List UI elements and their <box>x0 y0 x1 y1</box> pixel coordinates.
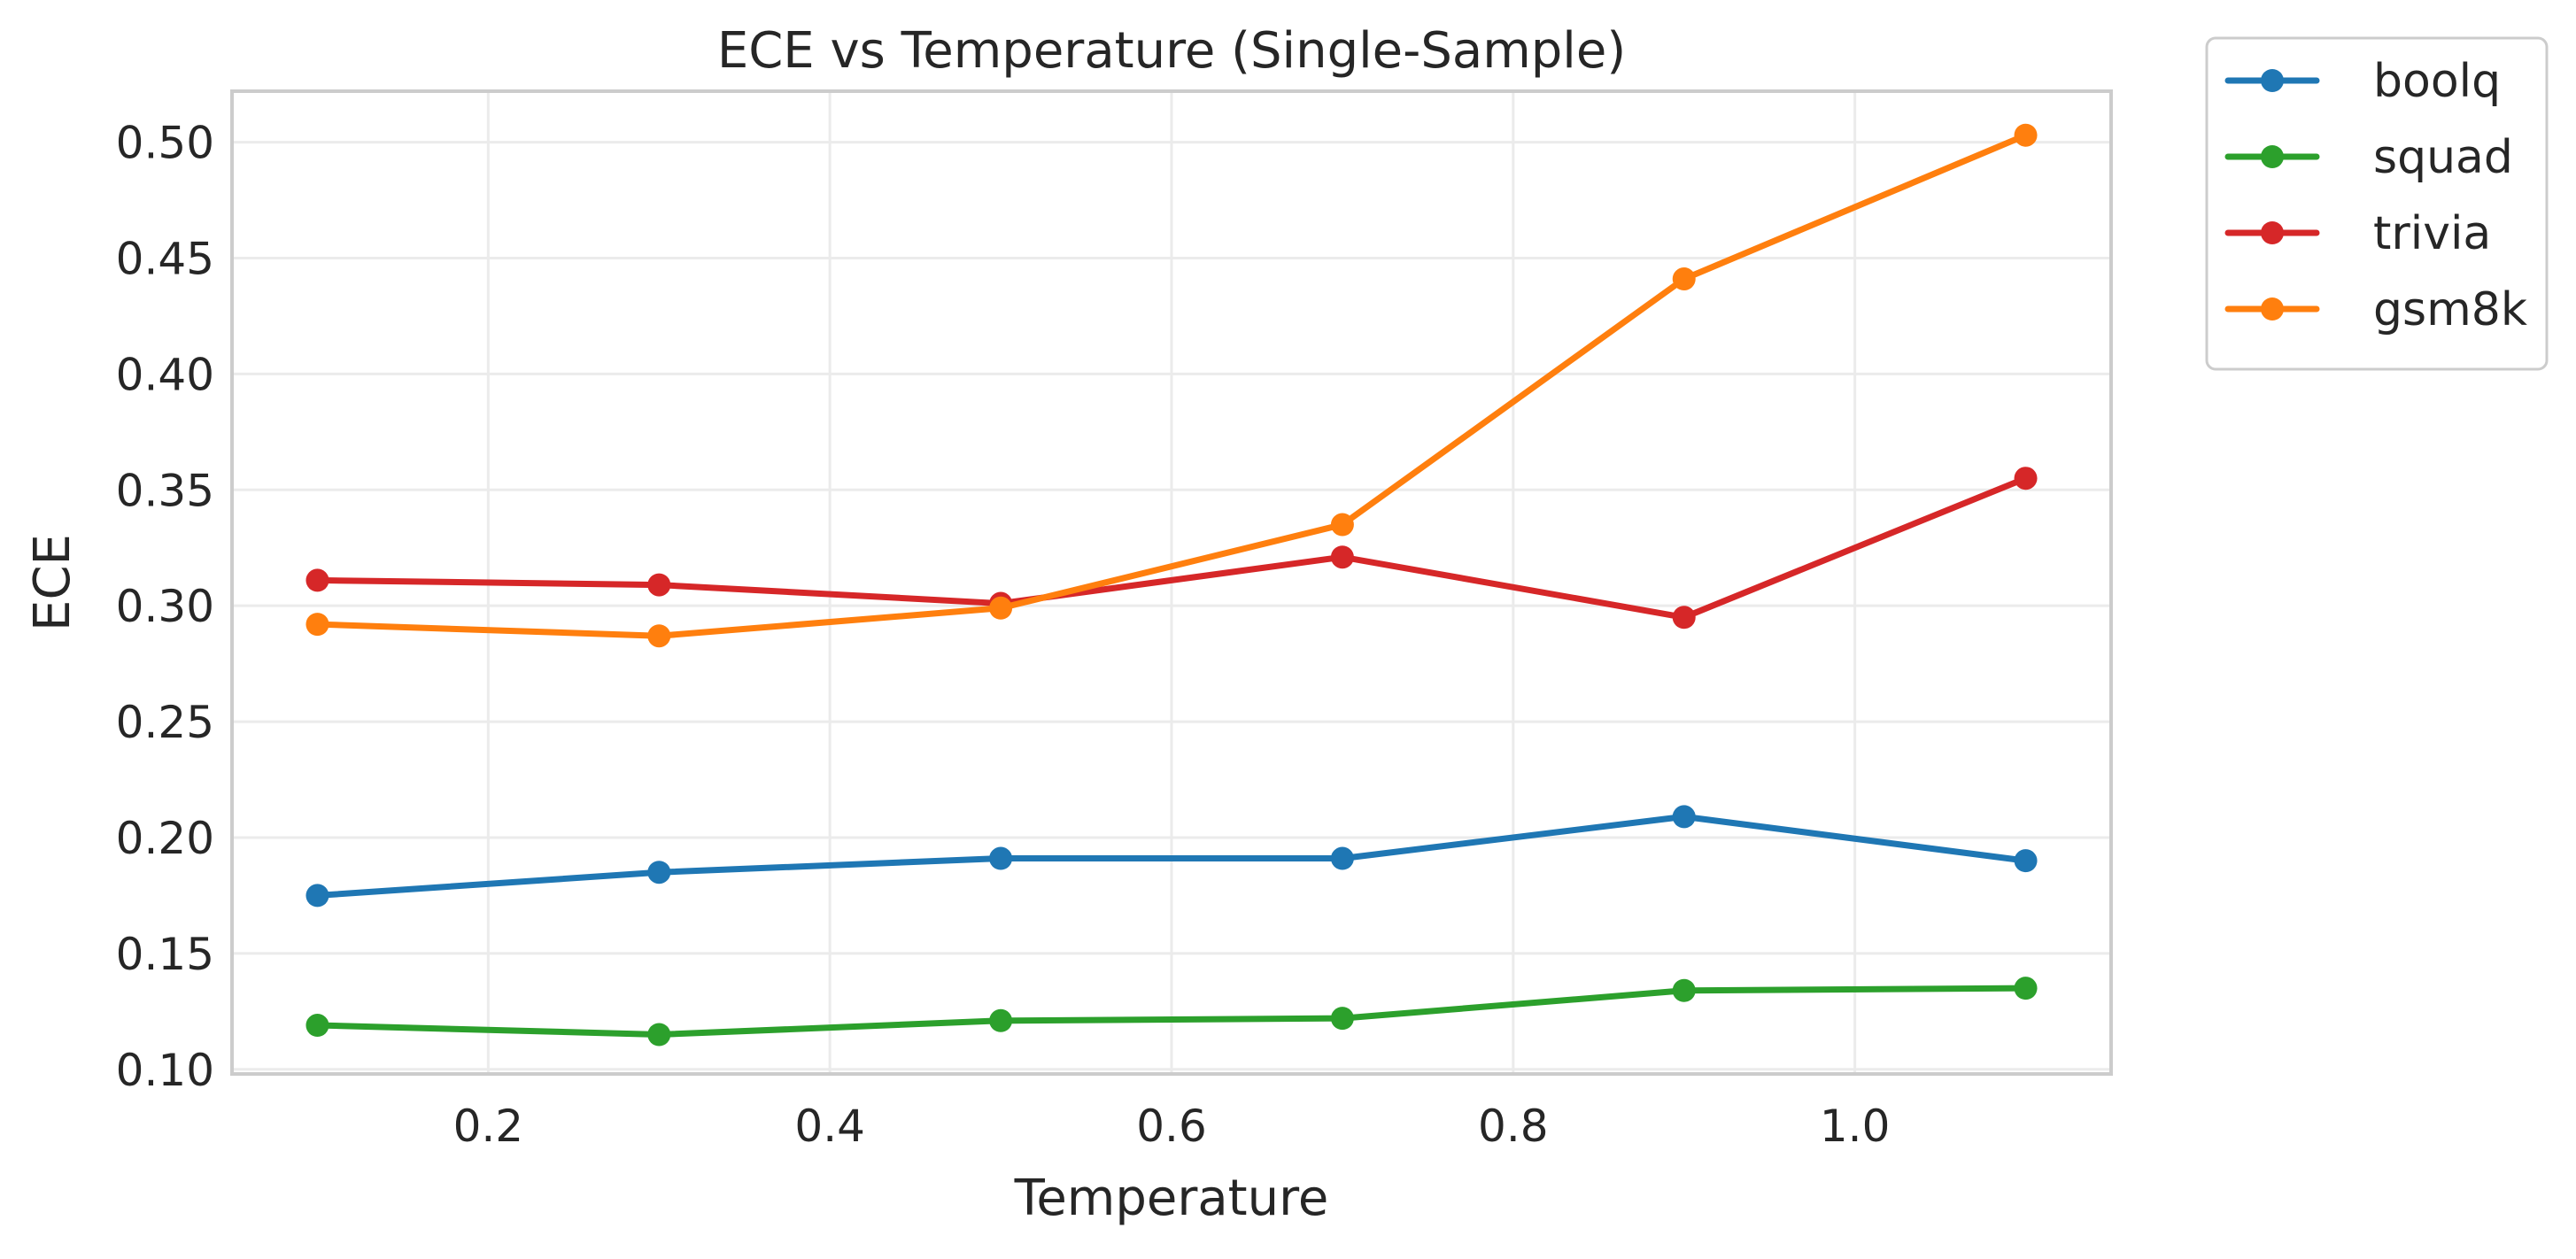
data-point-trivia <box>647 573 671 597</box>
y-tick-label: 0.10 <box>116 1045 214 1096</box>
data-point-boolq <box>306 884 329 908</box>
series-line-boolq <box>313 813 2030 899</box>
legend-label: trivia <box>2373 207 2491 260</box>
data-point-boolq <box>1330 846 1354 870</box>
legend-swatch-marker <box>2261 69 2284 92</box>
data-point-squad <box>989 1008 1013 1032</box>
data-point-squad <box>2014 977 2038 1000</box>
series-gsm8k <box>306 123 2038 648</box>
data-point-boolq <box>647 861 671 884</box>
legend-item-boolq: boolq <box>2224 55 2501 108</box>
x-tick-label: 0.4 <box>794 1101 865 1152</box>
data-point-gsm8k <box>1330 513 1354 537</box>
series-line-gsm8k <box>313 132 2030 639</box>
data-point-trivia <box>306 568 329 592</box>
y-tick-label: 0.45 <box>116 233 214 284</box>
legend-swatch-marker <box>2261 297 2284 321</box>
data-point-squad <box>1672 978 1696 1002</box>
series-line-squad <box>313 985 2030 1038</box>
y-tick-label: 0.25 <box>116 697 214 748</box>
data-point-trivia <box>1672 606 1696 630</box>
data-point-gsm8k <box>1672 267 1696 291</box>
data-point-gsm8k <box>306 613 329 637</box>
legend-label: gsm8k <box>2373 283 2527 336</box>
data-point-squad <box>306 1014 329 1038</box>
series-squad <box>306 977 2038 1047</box>
data-point-boolq <box>989 846 1013 870</box>
legend: boolq squad trivia gsm8k <box>2205 36 2549 371</box>
series-boolq <box>306 805 2038 908</box>
data-point-squad <box>647 1023 671 1047</box>
y-tick-label: 0.15 <box>116 929 214 980</box>
data-point-trivia <box>1330 545 1354 569</box>
y-tick-label: 0.50 <box>116 118 214 169</box>
legend-label: squad <box>2373 131 2513 184</box>
y-tick-label: 0.35 <box>116 465 214 516</box>
x-tick-label: 1.0 <box>1820 1101 1891 1152</box>
legend-item-trivia: trivia <box>2224 207 2491 260</box>
series-group <box>306 123 2038 1047</box>
series-line-trivia <box>313 475 2030 621</box>
y-tick-label: 0.40 <box>116 349 214 400</box>
axis-ticks: 0.2 0.4 0.6 0.8 1.0 0.10 0.15 0.20 0.25 0.30 0.35 0… <box>116 118 1891 1152</box>
y-axis-label: ECE <box>24 534 81 631</box>
data-point-boolq <box>1672 805 1696 829</box>
x-tick-label: 0.6 <box>1136 1101 1207 1152</box>
data-point-gsm8k <box>989 596 1013 620</box>
legend-swatch-marker <box>2261 221 2284 244</box>
x-axis-label: Temperature <box>1014 1170 1329 1227</box>
data-point-gsm8k <box>2014 123 2038 147</box>
plot-area-frame <box>230 89 2113 1076</box>
legend-swatch-marker <box>2261 145 2284 168</box>
legend-item-squad: squad <box>2224 131 2513 184</box>
legend-label: boolq <box>2373 55 2501 108</box>
data-point-boolq <box>2014 849 2038 873</box>
x-tick-label: 0.2 <box>453 1101 524 1152</box>
legend-item-gsm8k: gsm8k <box>2224 283 2527 336</box>
y-tick-label: 0.20 <box>116 813 214 864</box>
data-point-gsm8k <box>647 624 671 648</box>
y-tick-label: 0.30 <box>116 581 214 632</box>
grid <box>232 91 2111 1074</box>
x-tick-label: 0.8 <box>1478 1101 1549 1152</box>
data-point-trivia <box>2014 467 2038 490</box>
legend-box <box>2205 36 2549 371</box>
data-point-squad <box>1330 1007 1354 1031</box>
chart-title: ECE vs Temperature (Single-Sample) <box>717 22 1626 80</box>
